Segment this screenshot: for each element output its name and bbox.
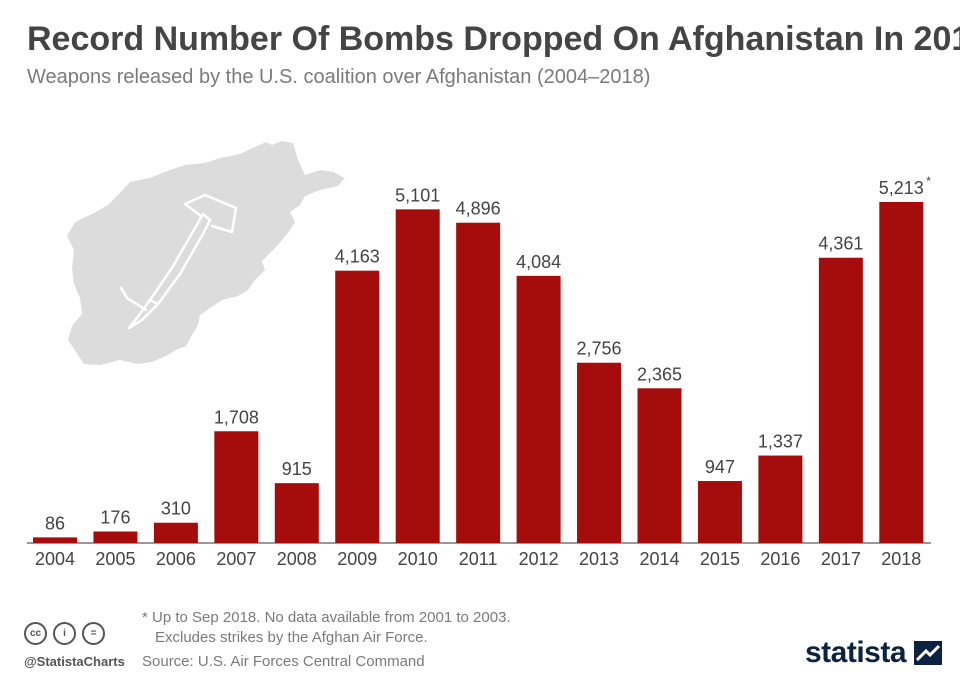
footnote-line-1: * Up to Sep 2018. No data available from…	[142, 609, 511, 626]
x-tick-label-2016: 2016	[760, 549, 800, 569]
data-label-2015: 947	[705, 457, 735, 477]
bars-group: 86 2004 176 2005 310 2006 1,708 2007 915 2008 4,16…	[33, 174, 931, 569]
x-tick-label-2014: 2014	[639, 549, 679, 569]
bomb-icon	[119, 193, 238, 330]
twitter-handle: @StatistaCharts	[24, 654, 125, 669]
data-label-2018: 5,213	[879, 178, 924, 198]
data-label-2009: 4,163	[335, 247, 380, 267]
footnote: * Up to Sep 2018. No data available from…	[142, 608, 511, 648]
afghanistan-map-shape	[67, 141, 345, 365]
chart-subtitle: Weapons released by the U.S. coalition o…	[27, 66, 651, 88]
bar-2016	[758, 455, 803, 543]
data-label-2014: 2,365	[637, 364, 682, 384]
data-label-2007: 1,708	[214, 407, 259, 427]
data-label-2012: 4,084	[516, 252, 561, 272]
data-label-2005: 176	[100, 507, 130, 527]
by-icon: i	[53, 622, 76, 645]
bar-2005	[93, 531, 138, 543]
x-tick-label-2009: 2009	[337, 549, 377, 569]
data-label-2011: 4,896	[456, 199, 501, 219]
x-tick-label-2013: 2013	[579, 549, 619, 569]
data-label-2008: 915	[282, 459, 312, 479]
bar-2012	[516, 275, 561, 543]
chart-title: Record Number Of Bombs Dropped On Afghan…	[27, 20, 960, 58]
bar-2017	[818, 257, 863, 543]
bar-2013	[577, 362, 622, 543]
x-tick-label-2007: 2007	[216, 549, 256, 569]
footnote-line-2: Excludes strikes by the Afghan Air Force…	[155, 629, 428, 646]
x-tick-label-2011: 2011	[459, 549, 498, 569]
bar-chart: 86 2004 176 2005 310 2006 1,708 2007 915 2008 4,16…	[27, 141, 931, 569]
x-tick-label-2015: 2015	[700, 549, 740, 569]
x-tick-label-2006: 2006	[156, 549, 196, 569]
bar-2007	[214, 431, 259, 543]
x-tick-label-2008: 2008	[277, 549, 317, 569]
bar-2018	[879, 202, 924, 543]
x-tick-label-2017: 2017	[821, 549, 861, 569]
data-label-2004: 86	[45, 513, 65, 533]
bar-2008	[274, 483, 319, 543]
license-icons: cc i =	[24, 622, 105, 645]
bar-2010	[395, 209, 440, 543]
bar-2015	[697, 481, 742, 543]
data-label-2006: 310	[161, 499, 191, 519]
bar-2011	[456, 222, 501, 544]
data-label-2016: 1,337	[758, 432, 803, 452]
x-tick-label-2018: 2018	[881, 549, 921, 569]
statista-logo: statista	[805, 636, 943, 670]
x-tick-label-2012: 2012	[519, 549, 559, 569]
data-label-2010: 5,101	[395, 185, 440, 205]
bar-2006	[153, 522, 198, 543]
source-text: Source: U.S. Air Forces Central Command	[142, 653, 425, 670]
x-tick-label-2010: 2010	[398, 549, 438, 569]
statista-wordmark: statista	[805, 636, 907, 669]
x-tick-label-2005: 2005	[95, 549, 135, 569]
bar-2009	[335, 270, 380, 543]
nd-icon: =	[82, 622, 105, 645]
annotation-2018: *	[926, 174, 931, 188]
cc-icon: cc	[24, 622, 47, 645]
afghanistan-map-illustration	[67, 141, 345, 365]
data-label-2017: 4,361	[818, 234, 863, 254]
statista-logo-icon	[914, 641, 943, 665]
bar-2004	[33, 537, 77, 543]
bar-2014	[637, 388, 682, 543]
x-tick-label-2004: 2004	[35, 549, 75, 569]
data-label-2013: 2,756	[577, 339, 622, 359]
